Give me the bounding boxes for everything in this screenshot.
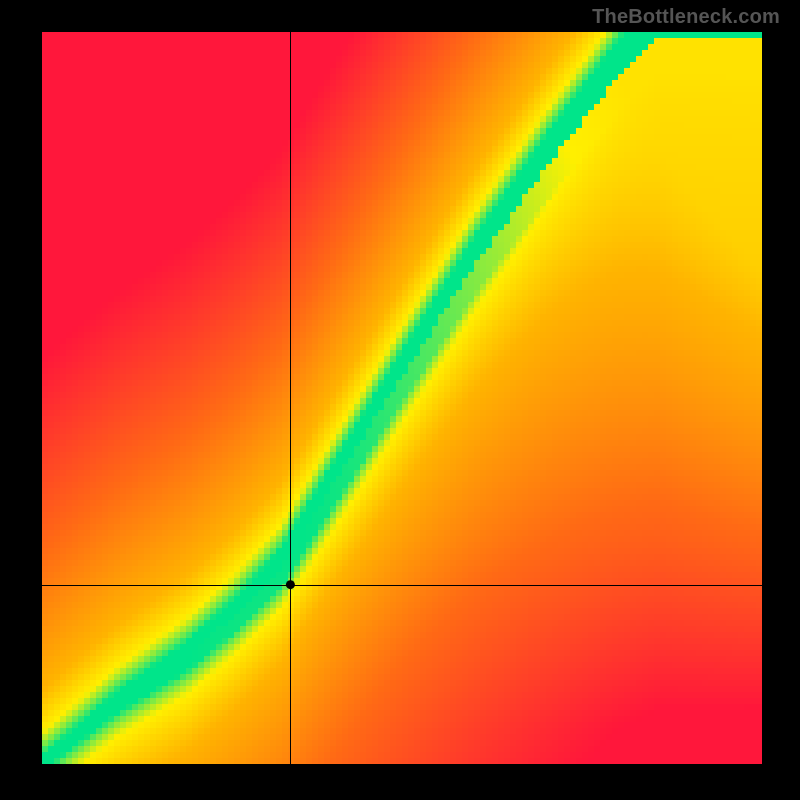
chart-wrapper: TheBottleneck.com (0, 0, 800, 800)
watermark-label: TheBottleneck.com (592, 6, 780, 29)
bottleneck-heatmap (0, 0, 800, 800)
